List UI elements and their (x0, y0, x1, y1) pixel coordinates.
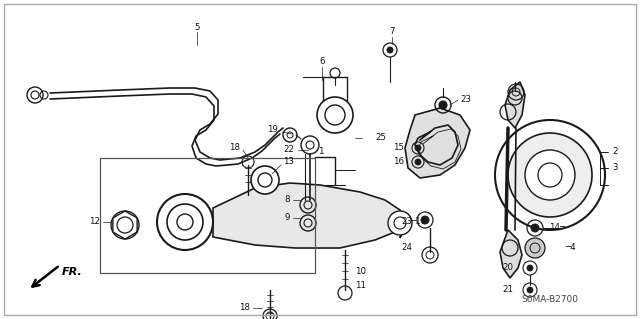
Text: 18: 18 (239, 303, 250, 313)
Text: 20: 20 (502, 263, 513, 272)
Circle shape (527, 287, 533, 293)
Text: 13: 13 (283, 158, 294, 167)
Text: ─4: ─4 (565, 243, 576, 253)
Circle shape (525, 150, 575, 200)
Text: 22: 22 (283, 145, 294, 154)
Circle shape (421, 216, 429, 224)
Text: 14─: 14─ (548, 224, 565, 233)
Circle shape (415, 159, 421, 165)
Text: 1: 1 (318, 147, 323, 157)
Text: FR.: FR. (62, 267, 83, 277)
Circle shape (251, 166, 279, 194)
Text: 23: 23 (460, 95, 471, 105)
Text: 19: 19 (267, 125, 278, 135)
Circle shape (508, 133, 592, 217)
Polygon shape (213, 183, 405, 248)
Text: 3: 3 (612, 164, 618, 173)
Text: 15: 15 (393, 144, 404, 152)
Text: 18: 18 (229, 144, 240, 152)
Text: 7: 7 (389, 27, 395, 36)
Text: 2: 2 (612, 147, 618, 157)
Polygon shape (405, 108, 470, 178)
Text: 24: 24 (401, 243, 412, 253)
Text: 5: 5 (195, 24, 200, 33)
Polygon shape (505, 82, 525, 128)
Circle shape (111, 211, 139, 239)
Circle shape (439, 101, 447, 109)
Text: 10: 10 (355, 268, 366, 277)
Text: 11: 11 (355, 280, 366, 290)
Circle shape (317, 97, 353, 133)
Text: 16: 16 (393, 158, 404, 167)
Text: 6: 6 (319, 57, 324, 66)
Circle shape (527, 265, 533, 271)
Circle shape (415, 145, 421, 151)
Text: 23: 23 (401, 218, 412, 226)
Text: 25: 25 (375, 133, 386, 143)
Polygon shape (500, 230, 522, 278)
Circle shape (531, 224, 539, 232)
Bar (100, 158, 315, 273)
Circle shape (495, 120, 605, 230)
Text: ─17: ─17 (410, 218, 426, 226)
Text: 8: 8 (285, 196, 290, 204)
Circle shape (157, 194, 213, 250)
Text: 9: 9 (285, 213, 290, 222)
Text: S6MA-B2700: S6MA-B2700 (522, 294, 579, 303)
Circle shape (525, 238, 545, 258)
Text: 12: 12 (89, 218, 100, 226)
Circle shape (387, 47, 393, 53)
Text: 21: 21 (502, 286, 513, 294)
Circle shape (388, 211, 412, 235)
